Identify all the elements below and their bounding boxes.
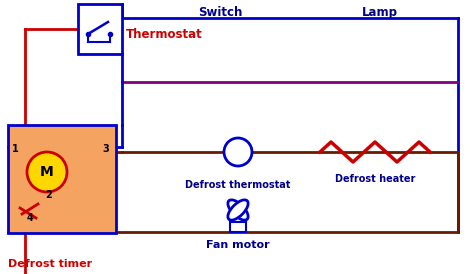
Circle shape: [224, 138, 252, 166]
Circle shape: [27, 152, 67, 192]
Text: 1: 1: [12, 144, 18, 154]
Text: Thermostat: Thermostat: [126, 28, 203, 41]
Text: Defrost heater: Defrost heater: [335, 174, 415, 184]
Text: 2: 2: [46, 190, 52, 200]
Ellipse shape: [228, 200, 248, 220]
Text: Defrost thermostat: Defrost thermostat: [185, 180, 291, 190]
Bar: [230, 222, 246, 232]
Bar: [78, 4, 122, 54]
Ellipse shape: [228, 200, 248, 220]
Text: 4: 4: [27, 213, 33, 223]
Text: Fan motor: Fan motor: [206, 240, 270, 250]
Bar: [8, 125, 116, 233]
Text: 3: 3: [103, 144, 109, 154]
Text: Lamp: Lamp: [362, 6, 398, 19]
Text: M: M: [40, 165, 54, 179]
Text: Defrost timer: Defrost timer: [8, 259, 92, 269]
Text: Switch: Switch: [198, 6, 242, 19]
